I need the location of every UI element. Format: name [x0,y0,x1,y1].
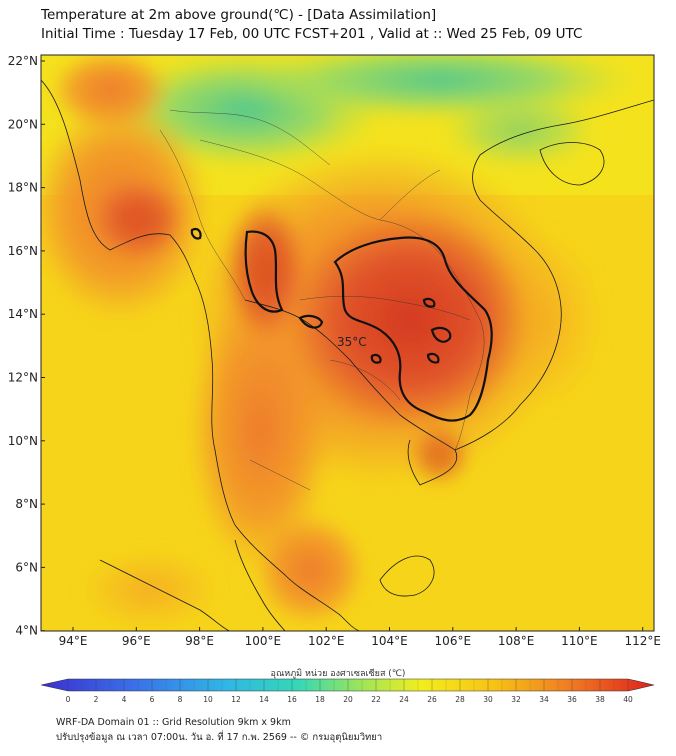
colorbar-tick-label: 34 [539,695,549,704]
colorbar-ticks: 0 2 4 6 8 10 12 14 16 18 20 22 24 26 28 30 32 34 36 38 40 [66,679,633,704]
colorbar-tick-label: 16 [287,695,297,704]
colorbar-tick-label: 38 [595,695,605,704]
colorbar: 0 2 4 6 8 10 12 14 16 18 20 22 24 26 28 30 32 34 36 38 40 [40,678,655,704]
map-frame [40,54,655,632]
lon-label: 104°E [371,634,408,648]
lat-label: 10°N [8,434,38,448]
lat-label: 6°N [15,560,38,574]
colorbar-tick-label: 8 [178,695,183,704]
colorbar-tick-label: 0 [66,695,71,704]
contour-35c [190,228,493,422]
colorbar-tick-label: 12 [231,695,241,704]
footer: WRF-DA Domain 01 :: Grid Resolution 9km … [56,715,382,745]
lat-label: 8°N [15,497,38,511]
lat-label: 4°N [15,624,38,638]
colorbar-tick-label: 22 [371,695,381,704]
map-title: Temperature at 2m above ground(℃) - [Dat… [41,7,437,23]
footer-line-2: ปรับปรุงข้อมูล ณ เวลา 07:00น. วัน อ. ที่… [56,732,383,743]
colorbar-tick-label: 24 [399,695,409,704]
colorbar-tick-label: 36 [567,695,577,704]
footer-line-1: WRF-DA Domain 01 :: Grid Resolution 9km … [56,717,291,728]
colorbar-tick-label: 14 [259,695,269,704]
longitude-axis: 94°E 96°E 98°E 100°E 102°E 104°E 106°E 108°E 110… [59,627,661,648]
lat-label: 14°N [8,307,38,321]
lon-label: 106°E [435,634,472,648]
lat-label: 12°N [8,371,38,385]
warm-area-peninsula [190,290,330,570]
colorbar-tick-label: 30 [483,695,493,704]
coastlines [41,79,654,631]
colorbar-tick-label: 18 [315,695,325,704]
lon-label: 100°E [245,634,282,648]
lon-label: 112°E [624,634,661,648]
lon-label: 96°E [122,634,151,648]
colorbar-tick-label: 40 [623,695,633,704]
hot-area-cambodia [290,210,530,430]
colorbar-title: อุณหภูมิ หน่วย องศาเซลเซียส (℃) [270,669,406,679]
hot-area-central-thailand [225,200,305,340]
colorbar-tick-label: 10 [203,695,213,704]
map-subtitle: Initial Time : Tuesday 17 Feb, 00 UTC FC… [41,26,583,42]
lon-label: 110°E [561,634,598,648]
colorbar-tick-label: 6 [150,695,155,704]
temperature-field: 35°C [41,55,654,631]
lat-label: 16°N [8,244,38,258]
lat-label: 18°N [8,181,38,195]
colorbar-tick-label: 32 [511,695,521,704]
contour-line-west [244,230,284,313]
colorbar-tick-label: 4 [122,695,127,704]
contour-line-east [333,236,493,422]
lat-label: 22°N [8,54,38,68]
lon-label: 98°E [185,634,214,648]
colorbar-tick-label: 2 [94,695,99,704]
contour-label: 35°C [337,335,367,349]
colorbar-gradient [40,678,655,692]
lon-label: 108°E [498,634,535,648]
country-borders [159,109,485,491]
latitude-axis: 22°N 20°N 18°N 16°N 14°N 12°N 10°N 8°N 6°N 4°N [8,54,45,638]
map-title-block: Temperature at 2m above ground(℃) - [Dat… [41,6,582,44]
colorbar-tick-label: 26 [427,695,437,704]
lon-label: 102°E [308,634,345,648]
lon-label: 94°E [59,634,88,648]
lat-label: 20°N [8,117,38,131]
colorbar-tick-label: 28 [455,695,465,704]
colorbar-tick-label: 20 [343,695,353,704]
